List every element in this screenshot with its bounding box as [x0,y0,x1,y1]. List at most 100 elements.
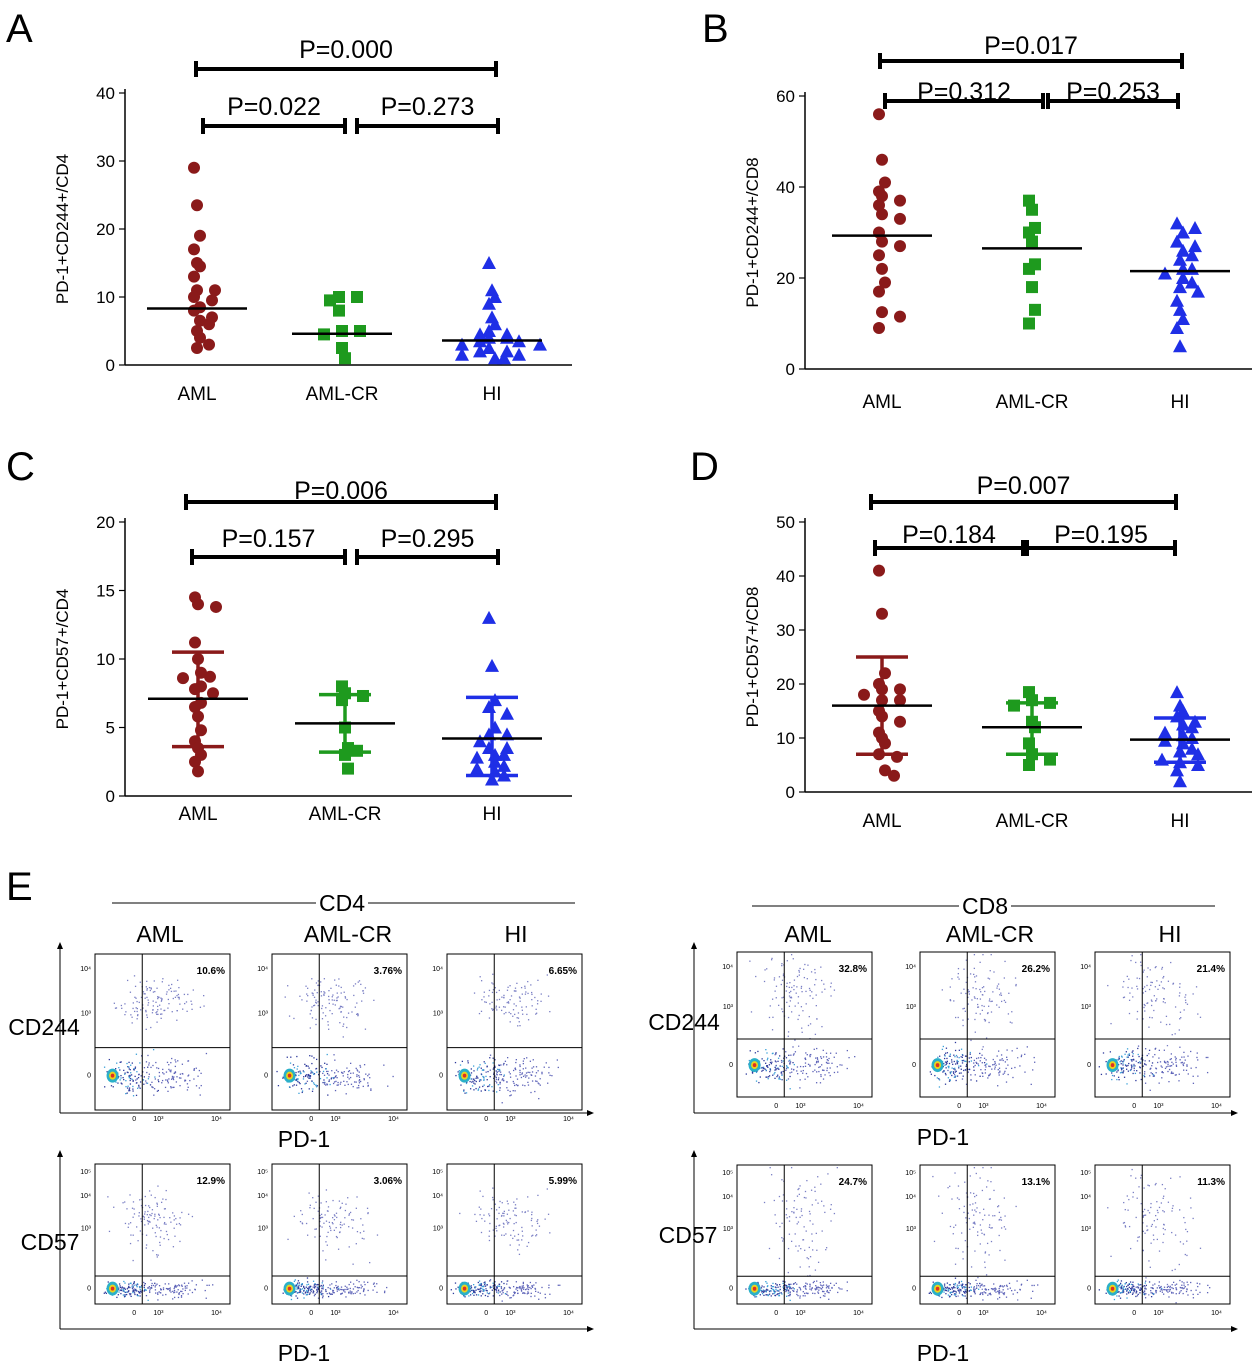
event-dot [1169,1065,1171,1067]
event-dot [979,998,982,1000]
event-dot [1142,1018,1144,1020]
event-dot [1111,1072,1113,1074]
event-dot [352,1219,355,1221]
event-dot [953,1226,955,1229]
event-dot [179,1085,181,1087]
event-dot [367,1212,369,1215]
event-dot [300,1210,302,1212]
event-dot [480,1290,482,1292]
event-dot [1098,1066,1100,1068]
y-tick-label: 10⁴ [1080,1194,1091,1201]
event-dot [458,1070,460,1072]
event-dot [498,1289,500,1291]
event-dot [135,1289,137,1292]
event-dot [531,1217,533,1220]
y-tick-label: 10⁵ [1080,1170,1091,1177]
event-dot [846,1290,848,1292]
event-dot [185,1001,188,1003]
event-dot [770,1059,772,1061]
event-dot [322,1012,324,1014]
event-dot [127,1291,129,1293]
event-dot [472,1289,474,1291]
event-dot [325,1290,327,1293]
event-dot [313,1295,316,1297]
event-dot [1166,1283,1169,1286]
event-dot [492,1090,494,1092]
event-dot [342,1023,345,1025]
event-dot [119,1289,121,1291]
event-dot [1131,1059,1133,1061]
event-dot [789,1072,791,1074]
event-dot [1107,984,1109,987]
event-dot [763,1294,765,1297]
event-dot [1149,1266,1151,1268]
event-dot [1136,1240,1139,1242]
event-dot [320,1213,323,1216]
event-dot [298,1285,300,1287]
event-dot [118,1075,120,1078]
event-dot [1160,981,1163,983]
event-dot [998,1296,1001,1299]
event-dot [786,1288,788,1290]
event-dot [947,1290,949,1292]
event-dot [967,989,969,991]
event-dot [973,1289,975,1291]
event-dot [346,1016,348,1019]
event-dot [474,1292,476,1294]
event-dot [170,1221,172,1223]
event-dot [334,1215,336,1217]
event-dot [1118,1058,1120,1060]
event-dot [960,1072,962,1074]
event-dot [156,1005,159,1008]
event-dot [158,1080,160,1083]
event-dot [1186,1065,1188,1067]
event-dot [963,1286,965,1288]
event-dot [1148,988,1151,991]
event-dot [144,1224,146,1226]
event-dot [356,1013,358,1015]
event-dot [943,1287,945,1289]
event-dot [787,1031,790,1033]
event-dot [801,991,803,993]
event-dot [786,1079,788,1081]
event-dot [839,1288,841,1290]
event-dot [1142,1249,1144,1251]
event-dot [833,1071,836,1074]
event-dot [120,1082,122,1084]
event-dot [495,1073,498,1075]
event-dot [1181,1056,1183,1058]
event-dot [370,1088,372,1090]
event-dot [1132,1050,1134,1052]
event-dot [809,995,811,997]
event-dot [176,1010,178,1012]
event-dot [531,1286,534,1288]
event-dot [1156,1287,1158,1289]
event-dot [964,1010,967,1012]
y-tick-label: 0 [1087,1062,1091,1069]
event-dot [392,1075,394,1078]
event-dot [993,1288,995,1290]
event-dot [1146,976,1148,978]
event-dot [488,1230,491,1232]
event-dot [1199,1283,1201,1285]
event-dot [496,1009,498,1011]
event-dot [1199,1016,1202,1018]
event-dot [1150,1206,1152,1209]
data-point [533,337,547,351]
y-tick-label: 10⁵ [80,1169,91,1176]
event-dot [772,1016,774,1018]
event-dot [489,1287,491,1289]
event-dot [384,1290,386,1292]
event-dot [143,1284,146,1287]
event-dot [809,1054,811,1056]
event-dot [799,967,801,970]
event-dot [968,1217,970,1220]
event-dot [808,1015,810,1018]
event-dot [531,1285,533,1288]
event-dot [297,1071,300,1073]
event-dot [302,1078,305,1080]
x-tick-label: 0 [132,1116,136,1123]
event-dot [948,1065,950,1068]
event-dot [799,1297,801,1299]
event-dot [944,1064,946,1066]
